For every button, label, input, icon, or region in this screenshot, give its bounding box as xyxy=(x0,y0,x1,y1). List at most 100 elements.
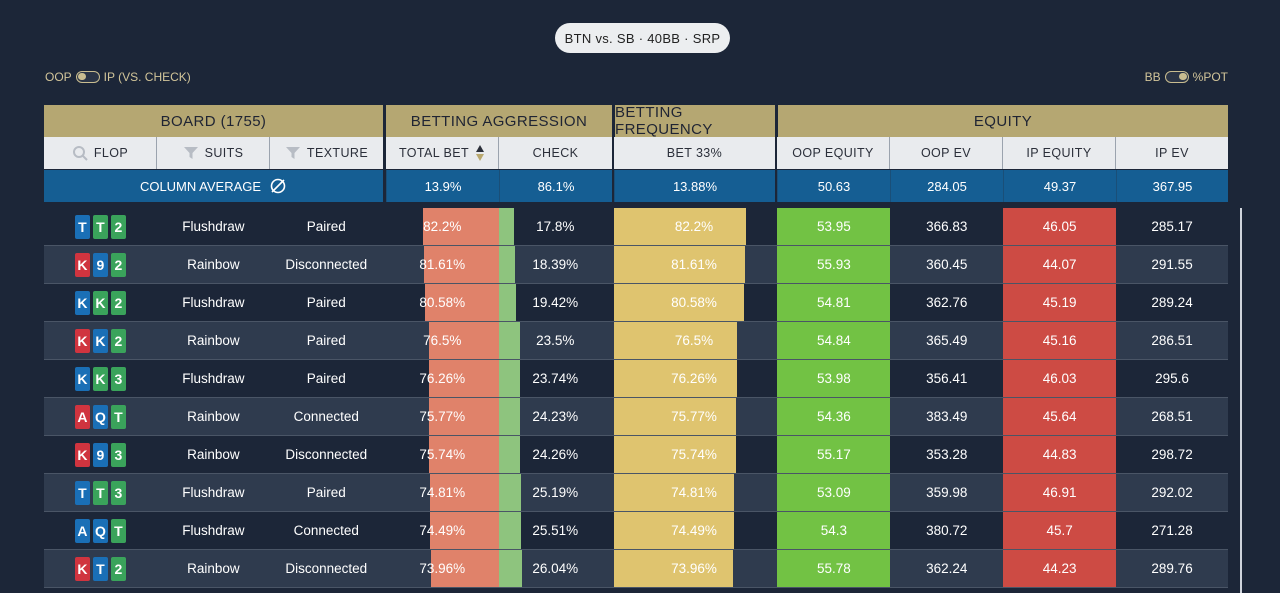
toggle-label-oop: OOP xyxy=(45,70,72,84)
texture-cell: Connected xyxy=(293,523,359,538)
group-frequency: BETTING FREQUENCY xyxy=(615,104,775,138)
check-value: 17.8% xyxy=(536,219,575,234)
total-bet-value: 76.26% xyxy=(419,371,466,386)
bet33-value: 73.96% xyxy=(671,561,717,576)
aggression-bar: 74.49% 25.51% xyxy=(386,512,612,549)
card: A xyxy=(74,518,90,543)
frequency-bar: 74.49% xyxy=(613,512,775,549)
col-flop[interactable]: FLOP xyxy=(44,137,157,169)
col-ip-ev[interactable]: IP EV xyxy=(1116,137,1228,169)
col-suits[interactable]: SUITS xyxy=(157,137,270,169)
suits-cell: Flushdraw xyxy=(182,295,245,310)
oop-ev-cell: 362.76 xyxy=(926,295,968,310)
check-value: 26.04% xyxy=(532,561,579,576)
check-fill xyxy=(498,436,520,473)
group-equity: EQUITY xyxy=(778,105,1228,137)
card: 2 xyxy=(110,556,126,581)
frequency-bar: 76.5% xyxy=(613,322,775,359)
avg-oop-ev: 284.05 xyxy=(890,170,1003,202)
card: Q xyxy=(92,404,108,429)
table-row[interactable]: K K 2 Flushdraw Paired 80.58% 19.42% 80.58% 54.8… xyxy=(44,284,1228,322)
check-fill xyxy=(498,360,520,397)
col-oop-equity[interactable]: OOP EQUITY xyxy=(777,137,890,169)
oop-ev-cell: 380.72 xyxy=(926,523,968,538)
card: 3 xyxy=(110,366,126,391)
frequency-fill xyxy=(613,246,745,283)
suits-cell: Rainbow xyxy=(187,257,240,272)
card: K xyxy=(92,366,108,391)
col-ip-ev-label: IP EV xyxy=(1155,146,1189,160)
card: 3 xyxy=(110,480,126,505)
sort-icon[interactable] xyxy=(475,144,485,162)
suits-cell: Flushdraw xyxy=(182,485,245,500)
bet33-value: 74.81% xyxy=(671,485,717,500)
col-total-bet[interactable]: TOTAL BET xyxy=(386,137,499,169)
toggle-switch-icon[interactable] xyxy=(1164,71,1189,83)
ip-equity-cell: 46.91 xyxy=(1003,474,1117,511)
texture-cell: Paired xyxy=(306,295,346,310)
ip-equity-cell: 45.7 xyxy=(1003,512,1117,549)
table-row[interactable]: T T 2 Flushdraw Paired 82.2% 17.8% 82.2% 53.95 36… xyxy=(44,208,1228,246)
texture-cell: Disconnected xyxy=(285,447,368,462)
card: 9 xyxy=(92,442,108,467)
oop-equity-cell: 55.93 xyxy=(777,246,891,283)
col-ip-equity[interactable]: IP EQUITY xyxy=(1003,137,1116,169)
avg-check: 86.1% xyxy=(499,170,612,202)
check-value: 25.51% xyxy=(532,523,579,538)
bet33-value: 76.26% xyxy=(671,371,717,386)
card: K xyxy=(92,290,108,315)
spot-title-pill[interactable]: BTN vs. SB · 40BB · SRP xyxy=(555,23,730,53)
card: 2 xyxy=(110,252,126,277)
ip-ev-cell: 286.51 xyxy=(1151,333,1193,348)
oop-equity-cell: 55.78 xyxy=(777,550,891,587)
table-row[interactable]: K T 2 Rainbow Disconnected 73.96% 26.04% 73.96%… xyxy=(44,550,1228,588)
bet-fill xyxy=(422,208,499,245)
table-row[interactable]: T T 3 Flushdraw Paired 74.81% 25.19% 74.81% 53.0… xyxy=(44,474,1228,512)
table-row[interactable]: A Q T Flushdraw Connected 74.49% 25.51% 74.49% 5… xyxy=(44,512,1228,550)
table-row[interactable]: K 9 2 Rainbow Disconnected 81.61% 18.39% 81.61%… xyxy=(44,246,1228,284)
toggle-switch-icon[interactable] xyxy=(75,71,100,83)
unit-toggle[interactable]: BB %POT xyxy=(1145,70,1228,84)
check-value: 25.19% xyxy=(532,485,579,500)
player-view-toggle[interactable]: OOP IP (VS. CHECK) xyxy=(45,70,191,84)
table-row[interactable]: K K 2 Rainbow Paired 76.5% 23.5% 76.5% 54.84 365.… xyxy=(44,322,1228,360)
ip-equity-cell: 44.23 xyxy=(1003,550,1117,587)
col-check[interactable]: CHECK xyxy=(499,137,612,169)
ip-equity-cell: 45.64 xyxy=(1003,398,1117,435)
aggression-bar: 75.74% 24.26% xyxy=(386,436,612,473)
avg-ip-equity: 49.37 xyxy=(1003,170,1116,202)
texture-cell: Connected xyxy=(293,409,359,424)
average-label: COLUMN AVERAGE xyxy=(139,178,262,194)
total-bet-value: 74.81% xyxy=(419,485,466,500)
oop-ev-cell: 362.24 xyxy=(926,561,968,576)
filter-icon[interactable] xyxy=(183,146,199,160)
scrollbar-track[interactable] xyxy=(1240,208,1242,593)
avg-total-bet: 13.9% xyxy=(386,170,499,202)
table-row[interactable]: K 9 3 Rainbow Disconnected 75.74% 24.26% 75.74%… xyxy=(44,436,1228,474)
frequency-fill xyxy=(613,208,746,245)
table-row[interactable]: K K 3 Flushdraw Paired 76.26% 23.74% 76.26% 53.9… xyxy=(44,360,1228,398)
search-icon[interactable] xyxy=(72,145,88,161)
table-row[interactable]: A Q T Rainbow Connected 75.77% 24.23% 75.77% 54.… xyxy=(44,398,1228,436)
bet33-value: 75.77% xyxy=(671,409,717,424)
bet33-value: 80.58% xyxy=(671,295,717,310)
check-value: 23.5% xyxy=(536,333,575,348)
ip-equity-cell: 46.05 xyxy=(1003,208,1117,245)
col-oop-ev[interactable]: OOP EV xyxy=(890,137,1003,169)
ip-equity-cell: 44.07 xyxy=(1003,246,1117,283)
col-bet33[interactable]: BET 33% xyxy=(614,137,775,169)
card: A xyxy=(74,404,90,429)
col-texture[interactable]: TEXTURE xyxy=(270,137,383,169)
bet-fill xyxy=(430,550,499,587)
card: K xyxy=(74,328,90,353)
bet-fill xyxy=(429,512,499,549)
toggle-label-pot: %POT xyxy=(1192,70,1228,84)
filter-icon[interactable] xyxy=(285,146,301,160)
average-label-cell: COLUMN AVERAGE xyxy=(44,170,383,202)
bet-fill xyxy=(423,246,499,283)
